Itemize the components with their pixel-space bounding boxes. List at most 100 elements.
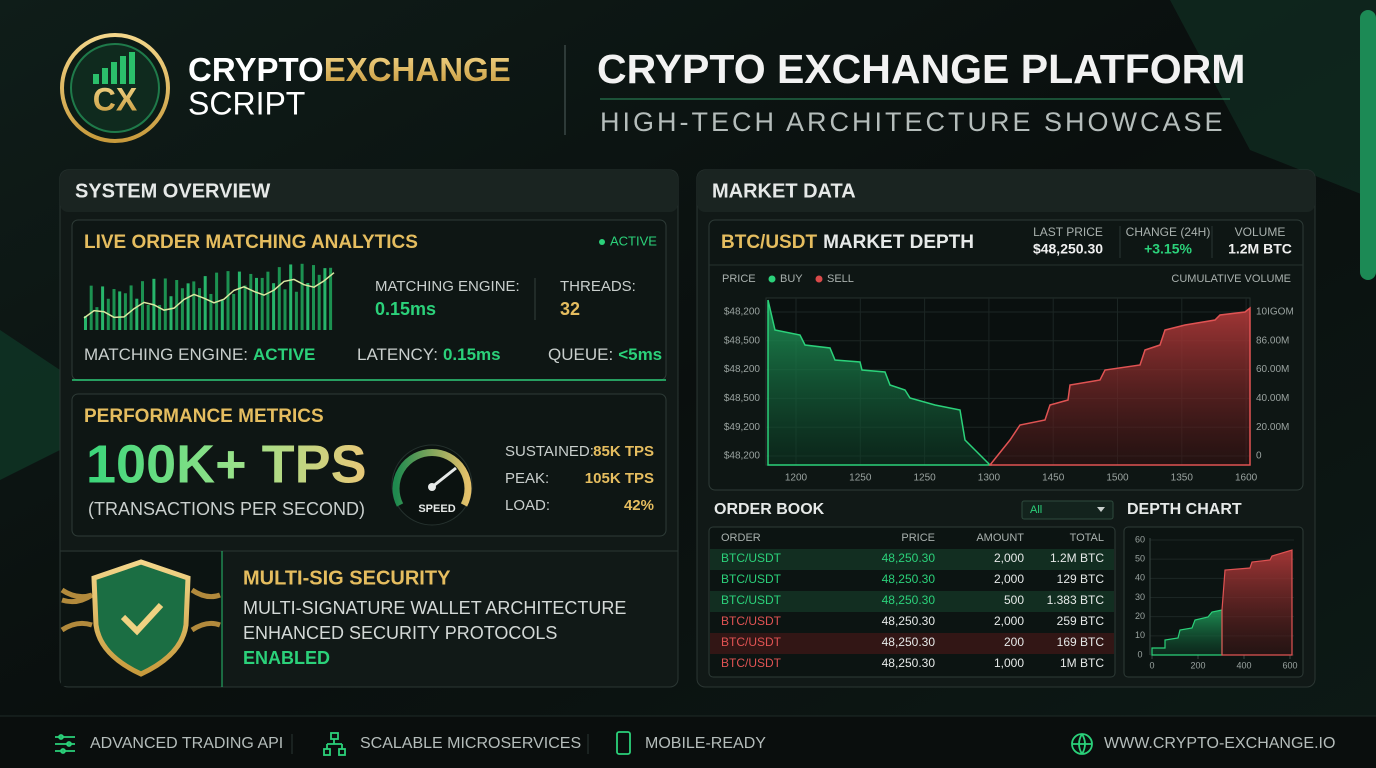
stat-value: 85K TPS bbox=[593, 443, 654, 460]
card-title: MULTI-SIG SECURITY bbox=[243, 567, 451, 589]
gauge-needle bbox=[431, 466, 457, 489]
sell-depth bbox=[988, 306, 1251, 466]
cell: 1.2M BTC bbox=[1050, 551, 1104, 565]
y2-tick-label: 20.00M bbox=[1256, 422, 1289, 433]
y2-tick-label: 40.00M bbox=[1256, 393, 1289, 404]
cell: BTC/USDT bbox=[721, 614, 782, 628]
feature: MOBILE-READY bbox=[645, 735, 766, 752]
cell: 2,000 bbox=[994, 614, 1024, 628]
spark-bar bbox=[84, 316, 87, 330]
cell: 48,250.30 bbox=[882, 614, 936, 628]
y-tick-label: 40 bbox=[1135, 573, 1145, 583]
stats: SUSTAINED: 85K TPS PEAK: 105K TPS LOAD: 42% bbox=[505, 443, 654, 514]
sell-depth bbox=[1221, 549, 1293, 656]
depth-title: MARKET DEPTH bbox=[823, 232, 974, 253]
cell: 169 BTC bbox=[1057, 635, 1105, 649]
y-tick-label: $48,500 bbox=[724, 335, 761, 346]
page-subtitle: HIGH-TECH ARCHITECTURE SHOWCASE bbox=[600, 107, 1226, 137]
cell: BTC/USDT bbox=[721, 593, 782, 607]
cell: 48,250.30 bbox=[882, 635, 936, 649]
status-dot bbox=[599, 239, 605, 245]
spark-bar bbox=[141, 281, 144, 330]
metric-label: MATCHING ENGINE: bbox=[375, 278, 520, 295]
cell: 48,250.30 bbox=[882, 593, 936, 607]
security-line: MULTI-SIGNATURE WALLET ARCHITECTURE bbox=[243, 598, 626, 618]
legend-dot bbox=[768, 275, 776, 283]
status-label: MATCHING ENGINE: bbox=[84, 345, 248, 364]
spark-bar bbox=[289, 264, 293, 330]
card-title: BTC/USDT MARKET DEPTH bbox=[721, 232, 974, 253]
spark-bar bbox=[260, 277, 264, 330]
metric-value: 0.15ms bbox=[375, 299, 436, 319]
x-tick-label: 1250 bbox=[849, 473, 872, 484]
filter-value[interactable]: All bbox=[1030, 504, 1042, 516]
spark-bar bbox=[237, 271, 241, 330]
x-tick-label: 1350 bbox=[1171, 473, 1194, 484]
gauge-label: SPEED bbox=[418, 503, 455, 515]
stat-label: LOAD: bbox=[505, 497, 550, 514]
row-band bbox=[710, 549, 1114, 570]
accent bbox=[0, 330, 60, 480]
order-rows: ORDER PRICE AMOUNT TOTAL BTC/USDT 48,250.30 2,… bbox=[710, 532, 1114, 670]
cell: 1,000 bbox=[994, 656, 1024, 670]
spark-bar bbox=[243, 285, 247, 330]
x-tick-label: 1300 bbox=[978, 473, 1001, 484]
spark-bar bbox=[249, 273, 253, 330]
section-title: DEPTH CHART bbox=[1127, 501, 1242, 518]
status-item: QUEUE: <5ms bbox=[548, 345, 662, 364]
spark-bar bbox=[277, 267, 281, 330]
status-item: LATENCY: 0.15ms bbox=[357, 345, 501, 364]
dropdown-arrow[interactable] bbox=[1097, 507, 1105, 512]
spark-bar bbox=[123, 293, 127, 330]
market-stats: LAST PRICE $48,250.30 CHANGE (24H) +3.15% VO… bbox=[1033, 225, 1292, 258]
card bbox=[71, 393, 667, 537]
brand-sub: SCRIPT bbox=[188, 85, 305, 121]
y2-tick-label: 0 bbox=[1256, 451, 1262, 462]
y2-tick-label: 60.00M bbox=[1256, 364, 1289, 375]
spark-bar bbox=[101, 286, 105, 330]
filter-dropdown[interactable] bbox=[1021, 500, 1114, 520]
cell: 1.383 BTC bbox=[1047, 593, 1105, 607]
spark-bar bbox=[146, 304, 150, 330]
y-tick-label: 60 bbox=[1135, 534, 1145, 544]
axis-labels: $48,200 $48,500 $48,200 $48,500 $49,200 $48,2… bbox=[724, 307, 1294, 484]
market-stat-value: 1.2M BTC bbox=[1228, 241, 1292, 257]
row-band bbox=[710, 633, 1114, 654]
cell: 1M BTC bbox=[1060, 656, 1104, 670]
stat-label: SUSTAINED: bbox=[505, 443, 594, 460]
spark-bar bbox=[89, 285, 93, 330]
spark-bar bbox=[283, 289, 287, 330]
website[interactable]: WWW.CRYPTO-EXCHANGE.IO bbox=[1104, 735, 1335, 752]
feature: SCALABLE MICROSERVICES bbox=[360, 735, 581, 752]
spark-bar bbox=[158, 304, 162, 330]
row-band bbox=[710, 591, 1114, 612]
cell: 48,250.30 bbox=[882, 572, 936, 586]
spark-bar bbox=[317, 274, 321, 330]
spark-bar bbox=[266, 271, 270, 330]
spark-bar bbox=[220, 300, 224, 330]
y-tick-label: 0 bbox=[1137, 649, 1142, 659]
y-tick-label: $48,200 bbox=[724, 364, 761, 375]
status-item: MATCHING ENGINE: ACTIVE bbox=[84, 345, 315, 364]
legend-label: BUY bbox=[780, 273, 803, 285]
status-value: ACTIVE bbox=[253, 345, 315, 364]
panel-title: MARKET DATA bbox=[712, 180, 856, 202]
mini-depth: 60 50 40 30 20 10 00 200 400 600 bbox=[1135, 534, 1298, 670]
brand-part: EXCHANGE bbox=[324, 51, 511, 88]
spark-bar bbox=[112, 289, 116, 330]
brand-part: CRYPTO bbox=[188, 51, 324, 88]
y2-tick-label: 10IGOM bbox=[1256, 307, 1294, 318]
x-tick-label: 1450 bbox=[1042, 473, 1065, 484]
spark-bar bbox=[300, 263, 304, 330]
spark-bar bbox=[163, 278, 167, 330]
logo-bars bbox=[93, 52, 135, 84]
y-tick-label: $48,200 bbox=[724, 451, 761, 462]
spark-bar bbox=[186, 283, 190, 330]
accent bbox=[1170, 0, 1376, 200]
x-tick-label: 1200 bbox=[785, 473, 808, 484]
footer-bar bbox=[0, 716, 1376, 768]
cell: 129 BTC bbox=[1057, 572, 1105, 586]
column-header: TOTAL bbox=[1070, 532, 1104, 544]
spark-bar bbox=[169, 296, 173, 330]
gauge-hub bbox=[428, 483, 436, 491]
